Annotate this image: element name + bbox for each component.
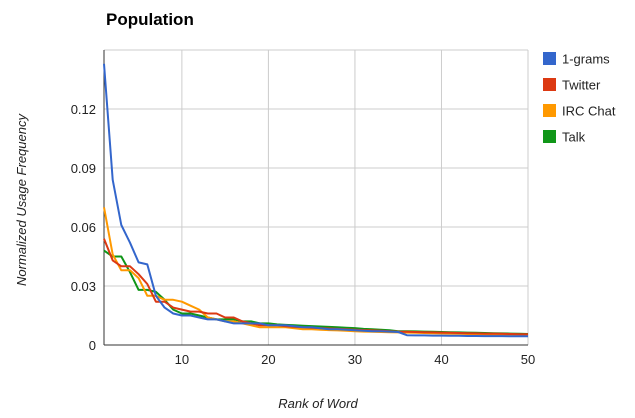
legend-label-twitter: Twitter [562,78,601,93]
x-tick-label: 40 [434,352,448,367]
legend-label-irc-chat: IRC Chat [562,104,616,119]
y-tick-label: 0 [89,338,96,353]
y-tick-label: 0.12 [71,102,96,117]
x-tick-label: 30 [348,352,362,367]
legend-label-talk: Talk [562,130,586,145]
legend-label-1-grams: 1-grams [562,52,610,67]
series-line-1-grams [103,63,528,338]
legend-swatch-irc-chat [543,104,556,117]
chart-title: Population [106,10,194,29]
y-tick-label: 0.03 [71,279,96,294]
x-tick-label: 10 [175,352,189,367]
x-tick-label: 50 [521,352,535,367]
legend: 1-grams Twitter IRC Chat Talk [543,52,616,145]
series-line-irc-chat [103,207,528,337]
x-tick-label: 20 [261,352,275,367]
tick-labels: 0 0.03 0.06 0.09 0.12 10 20 30 40 50 [71,102,536,367]
legend-swatch-twitter [543,78,556,91]
legend-swatch-talk [543,130,556,143]
y-tick-label: 0.09 [71,161,96,176]
grid [104,49,529,345]
y-axis-label: Normalized Usage Frequency [14,113,29,286]
axes [103,50,528,346]
series-lines [103,63,529,338]
series-line-talk [103,249,529,335]
y-tick-label: 0.06 [71,220,96,235]
x-axis-label: Rank of Word [278,396,358,411]
legend-swatch-1-grams [543,52,556,65]
